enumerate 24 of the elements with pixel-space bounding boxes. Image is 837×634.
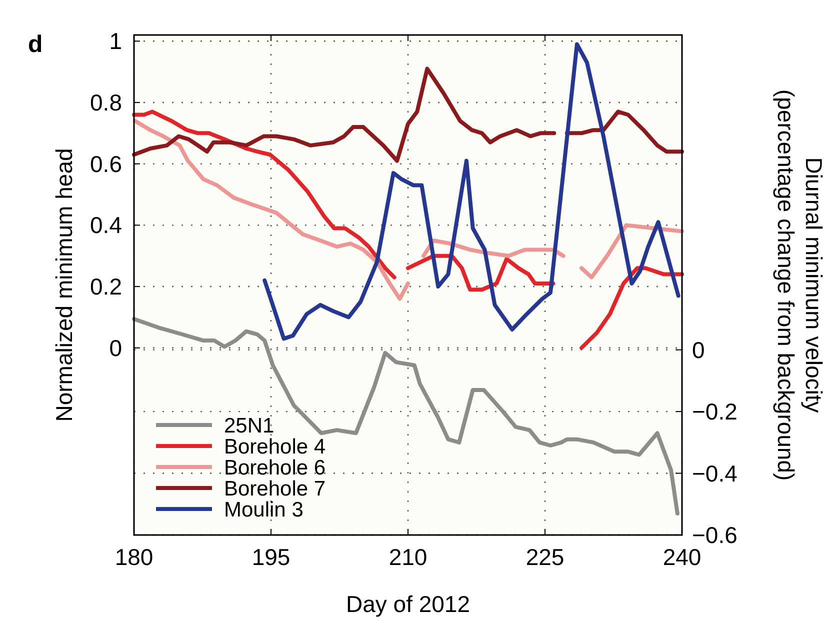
y-tick-label: 0.4 <box>90 212 122 238</box>
legend-label: Moulin 3 <box>224 498 304 522</box>
x-axis-title: Day of 2012 <box>346 591 470 617</box>
x-tick-label: 195 <box>252 544 290 570</box>
y2-axis-title: Diurnal minimum velocity (percentage change from background) <box>773 89 827 481</box>
x-tick-label: 180 <box>114 544 154 570</box>
line-series <box>132 316 680 516</box>
y-axis-title: Normalized minimum head <box>51 148 77 422</box>
y-tick-label: 0 <box>109 334 122 361</box>
line-series <box>262 42 680 341</box>
y2-tick-label: 0 <box>692 336 705 363</box>
x-tick-label: 210 <box>388 544 428 570</box>
y2-tick-label: −0.2 <box>692 398 738 425</box>
legend-label: 25N1 <box>224 414 274 438</box>
y2-tick-label: −0.4 <box>692 460 738 486</box>
legend-label: Borehole 4 <box>224 435 326 458</box>
text: d <box>28 31 43 58</box>
legend-label: Borehole 7 <box>224 477 326 500</box>
legend-label: Borehole 6 <box>224 456 326 480</box>
y-tick-label: 1 <box>109 28 122 54</box>
x-tick-label: 225 <box>526 544 564 570</box>
y-tick-label: 0.6 <box>90 150 122 177</box>
y-tick-label: 0.2 <box>90 274 122 300</box>
y-tick-label: 0.8 <box>90 90 122 116</box>
